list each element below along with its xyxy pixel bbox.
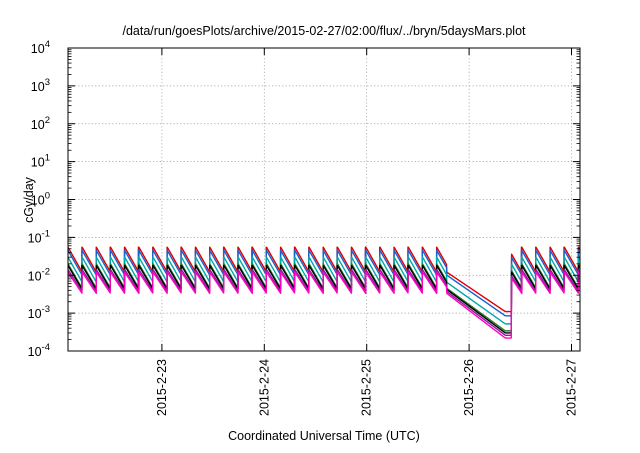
y-tick-label: 101 bbox=[31, 153, 50, 170]
y-tick-label: 104 bbox=[31, 39, 50, 56]
x-tick-label: 2015-2-24 bbox=[257, 359, 271, 416]
axis-ticks bbox=[68, 47, 580, 352]
y-axis-label: cGy/day bbox=[22, 176, 36, 223]
x-tick-label: 2015-2-27 bbox=[565, 359, 579, 416]
y-tick-label: 100 bbox=[31, 191, 50, 208]
y-tick-label: 10-3 bbox=[28, 304, 50, 321]
grid bbox=[68, 48, 580, 351]
series-line[interactable] bbox=[67, 249, 581, 317]
y-tick-label: 10-1 bbox=[28, 228, 50, 245]
series-group[interactable] bbox=[67, 246, 581, 339]
y-tick-label: 10-2 bbox=[28, 266, 50, 283]
y-tick-label: 103 bbox=[31, 77, 50, 94]
y-tick-labels: 10-4 10-3 10-2 10-1 100 101 102 103 104 bbox=[28, 39, 50, 359]
series-line[interactable] bbox=[67, 269, 581, 336]
chart-title: /data/run/goesPlots/archive/2015-02-27/0… bbox=[122, 24, 526, 38]
x-tick-label: 2015-2-26 bbox=[462, 359, 476, 416]
series-line[interactable] bbox=[67, 271, 581, 339]
x-tick-labels: 2015-2-23 2015-2-24 2015-2-25 2015-2-26 2015… bbox=[155, 359, 579, 416]
x-tick-label: 2015-2-25 bbox=[360, 359, 374, 416]
y-tick-label: 10-4 bbox=[28, 342, 50, 359]
x-tick-label: 2015-2-23 bbox=[155, 359, 169, 416]
y-tick-label: 102 bbox=[31, 115, 50, 132]
x-axis-label: Coordinated Universal Time (UTC) bbox=[228, 429, 420, 443]
